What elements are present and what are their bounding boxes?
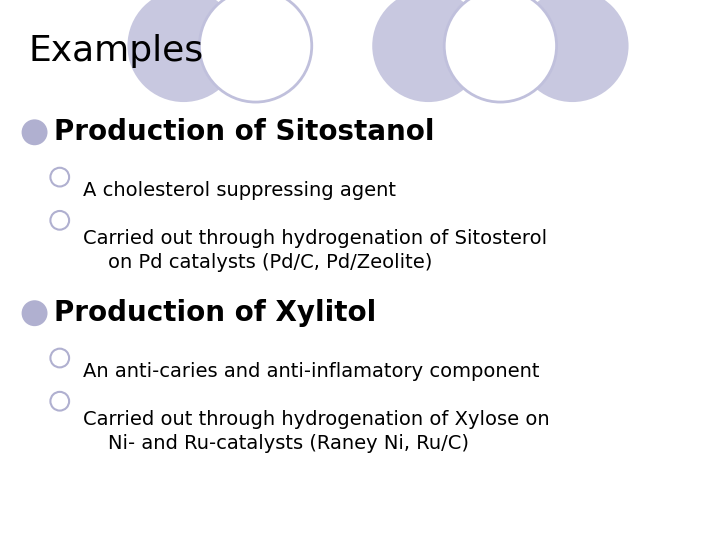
- Ellipse shape: [50, 349, 69, 367]
- Text: Carried out through hydrogenation of Xylose on
    Ni- and Ru-catalysts (Raney N: Carried out through hydrogenation of Xyl…: [83, 410, 549, 453]
- Ellipse shape: [516, 0, 629, 102]
- Ellipse shape: [22, 300, 48, 326]
- Text: Production of Sitostanol: Production of Sitostanol: [54, 118, 434, 146]
- Text: Production of Xylitol: Production of Xylitol: [54, 299, 377, 327]
- Ellipse shape: [444, 0, 557, 102]
- Ellipse shape: [50, 211, 69, 230]
- Text: An anti-caries and anti-inflamatory component: An anti-caries and anti-inflamatory comp…: [83, 362, 539, 381]
- Ellipse shape: [50, 168, 69, 186]
- Text: A cholesterol suppressing agent: A cholesterol suppressing agent: [83, 181, 396, 200]
- Ellipse shape: [127, 0, 240, 102]
- Ellipse shape: [372, 0, 485, 102]
- Text: Carried out through hydrogenation of Sitosterol
    on Pd catalysts (Pd/C, Pd/Ze: Carried out through hydrogenation of Sit…: [83, 230, 547, 272]
- Text: Examples: Examples: [29, 35, 204, 68]
- Ellipse shape: [199, 0, 312, 102]
- Ellipse shape: [50, 392, 69, 410]
- Ellipse shape: [22, 119, 48, 145]
